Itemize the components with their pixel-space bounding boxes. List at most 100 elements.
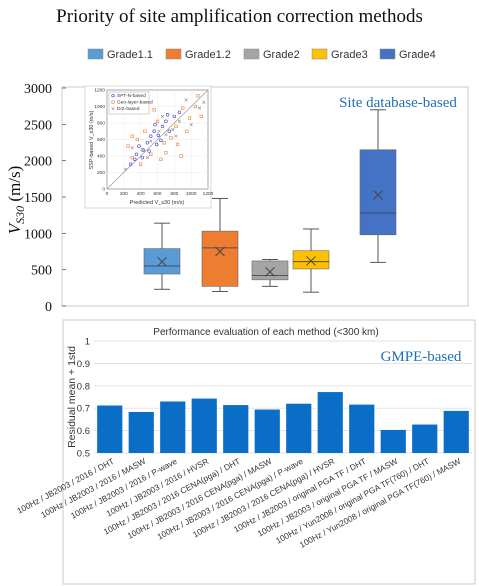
- inset-point-spt-11: [177, 110, 182, 114]
- bar-6: [254, 409, 280, 453]
- box-mean-marker-5: [373, 189, 383, 200]
- inset-point-dz-6: [171, 127, 175, 132]
- box-3: [251, 260, 289, 281]
- inset-legend-box: [108, 91, 150, 115]
- bar-5: [223, 405, 249, 453]
- inset-x-tick-label-5: 1000: [186, 191, 197, 197]
- inset-point-geo-16: [176, 142, 180, 147]
- inset-point-dz-8: [184, 98, 188, 102]
- inset-x-tick-label-3: 600: [153, 191, 161, 197]
- inset-grid: [106, 89, 209, 190]
- bar-y-axis: 0.5 0.6 0.7 0.8 0.9 1: [77, 337, 90, 460]
- legend-label-5: Grade4: [399, 49, 436, 61]
- inset-x-axis-label: Predicted V_s30 (m/s): [130, 200, 185, 206]
- box-5: [359, 149, 397, 236]
- inset-point-spt-8: [164, 119, 168, 124]
- bar-chart-title: Performance evaluation of each method (<…: [153, 327, 378, 338]
- inset-x-tick-label-6: 1200: [203, 191, 214, 197]
- inset-y-tick-label-2: 400: [97, 154, 105, 160]
- inset-point-dz-10: [197, 106, 202, 110]
- box-y-axis-label-sub: S30: [13, 206, 27, 224]
- box-2: [201, 230, 239, 287]
- inset-point-geo-5: [155, 119, 160, 123]
- inset-point-dz-5: [164, 132, 168, 137]
- box-mean-stroke-b-5: [373, 189, 383, 200]
- inset-y-tick-label-3: 600: [97, 137, 105, 143]
- bar-y-tick-label-3: 0.8: [77, 381, 90, 392]
- inset-y-tick-label-6: 1200: [94, 88, 105, 94]
- inset-point-spt-16: [147, 149, 151, 153]
- inset-point-spt-3: [145, 141, 150, 145]
- inset-x-tick-label-4: 800: [170, 191, 178, 197]
- bar-8: [317, 392, 343, 453]
- inset-point-geo-15: [164, 151, 168, 155]
- inset-point-dz-7: [177, 119, 181, 123]
- inset-points: [123, 94, 206, 171]
- inset-point-geo-8: [174, 124, 178, 128]
- inset-point-geo-14: [152, 108, 156, 112]
- bar-chart: Performance evaluation of each method (<…: [15, 319, 476, 585]
- bar-1: [97, 405, 123, 453]
- inset-point-spt-4: [149, 134, 153, 138]
- bar-7: [286, 403, 312, 453]
- box-y-tick-label-4: 2000: [24, 155, 52, 170]
- inset-point-spt-13: [154, 142, 159, 147]
- inset-point-dz-4: [157, 129, 161, 133]
- inset-point-geo-9: [181, 106, 185, 110]
- box-mean-stroke-b-4: [306, 256, 316, 266]
- inset-point-spt-19: [153, 122, 157, 127]
- inset-legend-label-3: D/Z-based: [117, 106, 140, 112]
- inset-point-dz-13: [174, 134, 178, 138]
- box-4: [292, 250, 330, 270]
- legend-label-4: Grade3: [331, 49, 368, 61]
- bar-y-tick-label-5: 1: [85, 337, 90, 348]
- legend-swatch-1: [87, 48, 104, 60]
- inset-point-geo-13: [139, 162, 143, 166]
- inset-point-geo-12: [199, 114, 203, 118]
- inset-point-geo-4: [149, 152, 153, 156]
- inset-x-tick-label-2: 400: [137, 191, 145, 197]
- box-y-axis-label-unit: (m/s): [5, 166, 24, 206]
- bar-series: [97, 392, 469, 453]
- inset-point-dz-2: [140, 147, 144, 152]
- inset-y-axis-label: SSP-based V_s30 (m/s): [89, 110, 95, 169]
- inset-x-tick-label-0: 0: [106, 191, 109, 197]
- legend-label-3: Grade2: [263, 49, 300, 61]
- inset-y-tick-label-0: 0: [102, 187, 105, 193]
- inset-point-dz-0: [123, 167, 128, 171]
- inset-point-geo-0: [126, 144, 130, 148]
- bar-2: [128, 412, 154, 453]
- inset-legend-marker-1: [111, 93, 115, 98]
- legend: Grade1.1 Grade1.2 Grade2 Grade3 Grade4: [87, 48, 436, 61]
- box-y-axis-label: VS30 (m/s): [5, 166, 27, 235]
- inset-point-spt-18: [133, 157, 137, 162]
- inset-point-spt-5: [152, 129, 156, 133]
- bar-12: [443, 410, 469, 453]
- inset-point-geo-21: [179, 154, 183, 158]
- bar-y-tick-label-2: 0.7: [77, 404, 90, 415]
- bar-grid: [94, 340, 472, 454]
- legend-swatch-5: [379, 48, 396, 60]
- page-title: Priority of site amplification correctio…: [56, 6, 423, 27]
- inset-point-spt-15: [159, 138, 163, 143]
- bar-y-tick-label-0: 0.5: [77, 449, 90, 460]
- bar-11: [412, 424, 438, 453]
- legend-label-2: Grade1.2: [185, 49, 231, 61]
- box-y-axis: 0 500 1000 1500 2000 2500 3000: [24, 82, 66, 315]
- inset-point-spt-0: [128, 162, 133, 166]
- inset-point-geo-10: [187, 116, 192, 120]
- inset-point-geo-11: [193, 104, 197, 109]
- inset-point-spt-1: [134, 152, 139, 157]
- inset-point-dz-9: [189, 123, 193, 127]
- inset-point-dz-1: [130, 146, 134, 150]
- inset-legend-marker-2: [111, 100, 115, 104]
- inset-point-spt-9: [167, 129, 171, 133]
- legend-swatch-3: [243, 48, 260, 60]
- box-y-tick-label-5: 2500: [24, 118, 52, 133]
- box-mean-marker-4: [306, 256, 316, 266]
- inset-point-spt-14: [137, 144, 141, 148]
- bar-y-tick-label-1: 0.6: [77, 426, 90, 437]
- box-series-group: [143, 109, 397, 293]
